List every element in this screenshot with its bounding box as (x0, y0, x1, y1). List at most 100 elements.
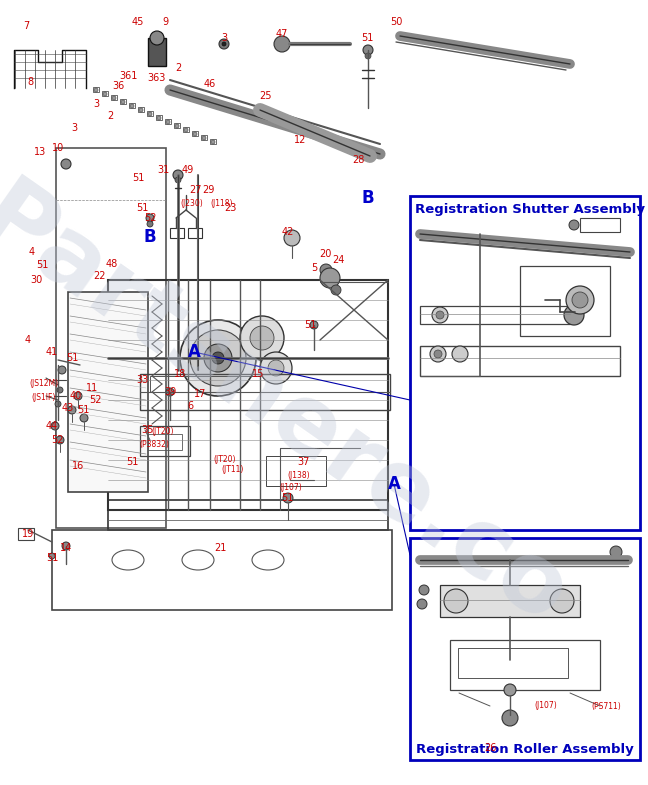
Circle shape (432, 307, 448, 323)
Text: 36: 36 (112, 81, 124, 91)
Bar (174, 123, 180, 128)
Circle shape (250, 326, 274, 350)
Text: 14: 14 (60, 543, 72, 553)
Bar (156, 115, 162, 120)
Bar (188, 228, 202, 238)
Circle shape (504, 684, 516, 696)
Text: 29: 29 (202, 185, 214, 195)
Circle shape (103, 92, 107, 96)
Circle shape (61, 159, 71, 169)
Circle shape (184, 128, 188, 132)
Text: 40: 40 (70, 391, 82, 401)
Circle shape (331, 285, 341, 295)
Circle shape (564, 305, 584, 325)
Text: 39: 39 (164, 387, 176, 397)
Text: 52: 52 (144, 213, 156, 223)
Circle shape (55, 401, 61, 407)
Text: 51: 51 (281, 493, 293, 503)
Bar (520, 266, 610, 336)
Bar (147, 111, 153, 116)
Text: 3: 3 (221, 33, 227, 43)
Text: (J118): (J118) (211, 199, 233, 209)
Text: 19: 19 (22, 529, 34, 539)
Text: B: B (362, 189, 375, 207)
Text: 51: 51 (36, 260, 48, 270)
Circle shape (436, 311, 444, 319)
Text: 51: 51 (136, 203, 148, 213)
Bar (68, 292, 148, 492)
Text: 51: 51 (304, 320, 316, 330)
Bar (192, 131, 198, 136)
Circle shape (320, 268, 340, 288)
Bar (140, 374, 390, 410)
Circle shape (166, 120, 170, 124)
Circle shape (157, 116, 161, 120)
Bar (165, 119, 171, 124)
Text: 51: 51 (46, 553, 58, 563)
Bar (52, 530, 392, 610)
Text: (J107): (J107) (280, 483, 303, 491)
Text: 4: 4 (25, 335, 31, 345)
Text: 3: 3 (93, 99, 99, 109)
Text: 52: 52 (51, 435, 64, 445)
Bar (458, 648, 568, 678)
Text: 37: 37 (298, 457, 310, 467)
Circle shape (56, 436, 64, 444)
Circle shape (365, 53, 371, 59)
Text: 26: 26 (484, 743, 496, 753)
Text: 31: 31 (157, 165, 169, 175)
Text: 49: 49 (182, 165, 194, 175)
Circle shape (211, 140, 215, 144)
Text: (PS711): (PS711) (591, 702, 621, 710)
Text: 51: 51 (126, 457, 138, 467)
Circle shape (569, 220, 579, 230)
Circle shape (310, 321, 318, 329)
Circle shape (417, 599, 427, 609)
Bar (148, 38, 166, 66)
Bar (580, 218, 620, 232)
Circle shape (121, 100, 125, 104)
Text: 8: 8 (27, 77, 33, 87)
Text: 2: 2 (107, 111, 113, 121)
Circle shape (212, 352, 224, 364)
Circle shape (139, 108, 143, 112)
Text: 13: 13 (34, 147, 46, 157)
Text: 17: 17 (194, 389, 206, 399)
Text: (JT20): (JT20) (214, 455, 237, 465)
Text: 24: 24 (332, 255, 344, 265)
Text: 43: 43 (62, 403, 74, 413)
Text: 21: 21 (214, 543, 226, 553)
Circle shape (74, 392, 82, 400)
Circle shape (190, 330, 246, 386)
Text: (P3832): (P3832) (139, 440, 169, 448)
Circle shape (363, 45, 373, 55)
Text: 25: 25 (259, 91, 272, 101)
Circle shape (572, 292, 588, 308)
Circle shape (283, 493, 293, 503)
Text: 52: 52 (89, 395, 101, 405)
Circle shape (434, 350, 442, 358)
Text: 51: 51 (361, 33, 373, 43)
Text: 20: 20 (319, 249, 331, 259)
Text: 11: 11 (86, 383, 98, 393)
Circle shape (274, 36, 290, 52)
Bar (183, 127, 189, 132)
Circle shape (166, 388, 174, 396)
Circle shape (148, 112, 152, 116)
Circle shape (80, 414, 88, 422)
Text: 9: 9 (162, 17, 168, 27)
Text: A: A (187, 343, 200, 361)
Text: 35: 35 (141, 425, 153, 435)
Circle shape (180, 320, 256, 396)
Text: 363: 363 (147, 73, 165, 83)
Text: 2: 2 (175, 63, 181, 73)
Circle shape (146, 214, 154, 222)
Text: 51: 51 (77, 405, 89, 415)
Circle shape (222, 42, 226, 46)
Text: 22: 22 (94, 271, 106, 281)
Text: 7: 7 (23, 21, 29, 31)
Text: 23: 23 (224, 203, 236, 213)
Text: 16: 16 (72, 461, 84, 471)
Text: 28: 28 (352, 155, 364, 165)
Text: Partsnere.co: Partsnere.co (0, 170, 584, 646)
